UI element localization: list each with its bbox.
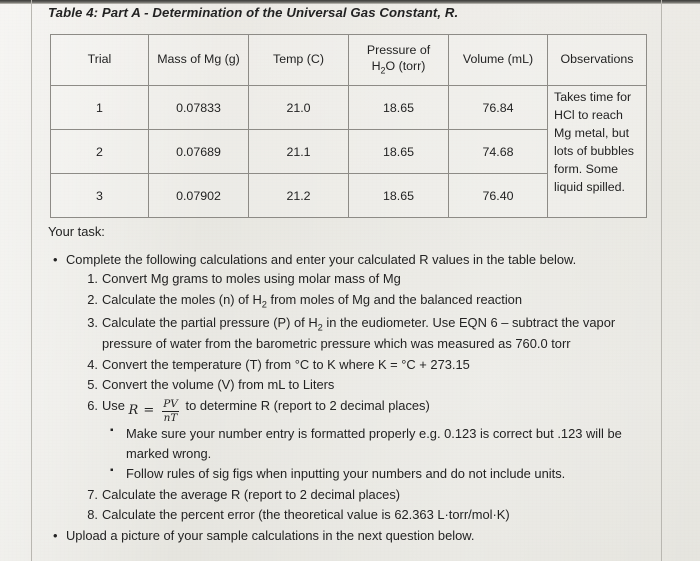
- cell-volume: 76.40: [448, 173, 548, 218]
- cell-trial: 2: [50, 129, 149, 174]
- column-header-mass: Mass of Mg (g): [148, 34, 249, 86]
- gas-constant-formula: R = PV nT: [129, 399, 182, 423]
- table-row: 1 0.07833 21.0 18.65 76.84 Takes time fo…: [50, 85, 647, 218]
- cell-pressure: 18.65: [348, 173, 449, 218]
- cell-mass: 0.07902: [148, 173, 249, 218]
- subitem-text: Follow rules of sig figs when inputting …: [126, 466, 566, 482]
- list-item: ▪ Make sure your number entry is formatt…: [102, 424, 653, 463]
- cell-volume: 76.84: [448, 85, 548, 130]
- column-header-trial: Trial: [50, 34, 149, 86]
- list-item: 4. Convert the temperature (T) from °C t…: [66, 355, 653, 375]
- step-text: Convert the temperature (T) from °C to K…: [102, 356, 470, 372]
- step-number: 3.: [87, 314, 98, 330]
- task-bullet-upload-picture: • Upload a picture of your sample calcul…: [48, 526, 653, 546]
- list-item: 2. Calculate the moles (n) of H2 from mo…: [66, 290, 653, 312]
- page-left-rule: [31, 0, 32, 561]
- step-number: 7.: [87, 486, 98, 502]
- step-number: 1.: [87, 271, 98, 287]
- top-cropped-band: [0, 0, 700, 4]
- cell-temp: 21.2: [248, 173, 349, 218]
- bullet-dot-icon: •: [53, 528, 58, 544]
- step-text-post: from moles of Mg and the balanced reacti…: [266, 291, 523, 307]
- cell-trial: 3: [50, 173, 149, 218]
- column-header-pressure: Pressure of H2O (torr): [348, 34, 449, 86]
- list-item: ▪ Follow rules of sig figs when inputtin…: [102, 464, 653, 484]
- list-item: 5. Convert the volume (V) from mL to Lit…: [66, 375, 653, 395]
- bullet-dot-icon: •: [53, 251, 58, 267]
- step-text: Calculate the average R (report to 2 dec…: [102, 486, 401, 502]
- cell-trial: 1: [50, 85, 149, 130]
- step-number: 2.: [87, 291, 98, 307]
- step-subscript: 2: [317, 322, 323, 333]
- column-header-volume: Volume (mL): [448, 34, 548, 86]
- gas-constant-table: Trial Mass of Mg (g) Temp (C) Pressure o…: [50, 34, 647, 218]
- list-item: 3. Calculate the partial pressure (P) of…: [66, 313, 653, 354]
- pressure-header-subscript: 2: [380, 65, 386, 76]
- table-caption: Table 4: Part A - Determination of the U…: [48, 5, 459, 20]
- your-task-heading: Your task:: [48, 224, 105, 239]
- formula-fraction: PV nT: [161, 399, 180, 423]
- cell-temp: 21.0: [248, 85, 349, 130]
- step6-suffix: to determine R (report to 2 decimal plac…: [185, 398, 430, 413]
- page-right-rule: [661, 0, 662, 561]
- step-text-pre: Calculate the partial pressure (P) of H: [102, 314, 318, 330]
- pressure-header-line1: Pressure of: [366, 43, 431, 58]
- table-header-row: Trial Mass of Mg (g) Temp (C) Pressure o…: [50, 34, 647, 86]
- step-number: 5.: [87, 377, 98, 393]
- calculation-steps-list: 1. Convert Mg grams to moles using molar…: [66, 269, 653, 525]
- square-bullet-icon: ▪: [110, 465, 114, 477]
- column-header-observations: Observations: [547, 34, 647, 86]
- cell-pressure: 18.65: [348, 85, 449, 130]
- cell-mass: 0.07833: [148, 85, 249, 130]
- step-text-pre: Calculate the moles (n) of H: [102, 291, 262, 307]
- step-number: 4.: [87, 356, 98, 372]
- pressure-header-line2-post: O (torr): [385, 58, 426, 73]
- formula-equals: =: [143, 403, 155, 419]
- step-text: Convert the volume (V) from mL to Liters: [102, 377, 335, 393]
- table-row: 3 0.07902 21.2 18.65 76.40: [50, 173, 647, 218]
- subitem-text: Make sure your number entry is formatted…: [126, 426, 622, 461]
- task-bullet-label: Upload a picture of your sample calculat…: [66, 528, 475, 544]
- task-bullet-label: Complete the following calculations and …: [66, 251, 577, 267]
- list-item: 7. Calculate the average R (report to 2 …: [66, 485, 653, 505]
- cell-volume: 74.68: [448, 129, 548, 174]
- step-number: 6.: [87, 398, 98, 413]
- pressure-header-line2-pre: H: [371, 58, 381, 73]
- step-text-post: in the eudiometer. Use EQN 6 – subtract …: [102, 314, 616, 352]
- table-row: 2 0.07689 21.1 18.65 74.68: [50, 129, 647, 174]
- task-instructions: Your task: • Complete the following calc…: [48, 222, 653, 547]
- step6-subitems-list: ▪ Make sure your number entry is formatt…: [102, 424, 653, 484]
- square-bullet-icon: ▪: [110, 425, 114, 437]
- table-body: 1 0.07833 21.0 18.65 76.84 Takes time fo…: [50, 85, 647, 218]
- formula-numerator: PV: [163, 398, 178, 411]
- formula-denominator: nT: [161, 410, 180, 424]
- step-text: Convert Mg grams to moles using molar ma…: [102, 271, 401, 287]
- cell-temp: 21.1: [248, 129, 349, 174]
- list-item-step6: 6. Use R = PV nT to determine R (report …: [66, 396, 653, 484]
- cell-pressure: 18.65: [348, 129, 449, 174]
- step-subscript: 2: [261, 299, 267, 310]
- step-text: Calculate the percent error (the theoret…: [102, 507, 510, 523]
- list-item: 8. Calculate the percent error (the theo…: [66, 505, 653, 525]
- task-bullet-complete-calculations: • Complete the following calculations an…: [48, 250, 653, 525]
- list-item: 1. Convert Mg grams to moles using molar…: [66, 269, 653, 289]
- formula-lhs: R: [128, 403, 139, 419]
- cell-observations: Takes time for HCl to reach Mg metal, bu…: [547, 85, 647, 218]
- step6-prefix: Use: [102, 398, 125, 413]
- cell-mass: 0.07689: [148, 129, 249, 174]
- step-number: 8.: [87, 507, 98, 523]
- task-bullet-list: • Complete the following calculations an…: [48, 250, 653, 546]
- column-header-temp: Temp (C): [248, 34, 349, 86]
